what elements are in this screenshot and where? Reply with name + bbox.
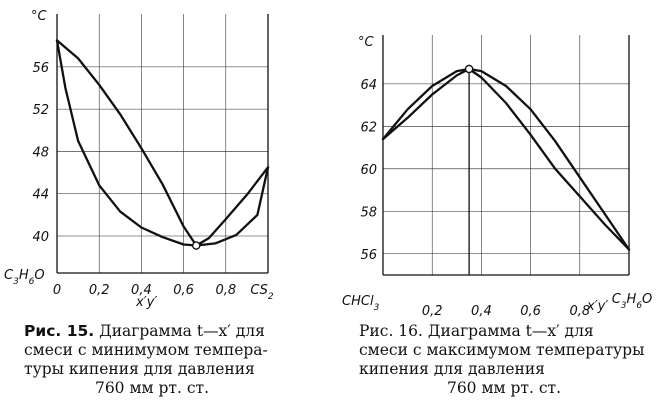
c16-x-tick-label-1: 0,4 [471, 304, 492, 319]
c16-azeotrope-point [464, 64, 474, 74]
c16-y-tick-label-1: 58 [360, 205, 377, 220]
c16-x-tick-label-0: 0,2 [422, 304, 443, 319]
c16-x-tick-label-2: 0,6 [520, 304, 541, 319]
c15-y-tick-label-2: 48 [32, 145, 49, 160]
c16-y-tick-label-2: 60 [360, 163, 377, 178]
c15-y-tick-label-1: 44 [32, 188, 49, 203]
caption-16-label: Рис. 16. [359, 322, 423, 340]
c15-curve-liquid [55, 39, 270, 247]
caption-15-line-2: смеси с минимумом темпера- [24, 341, 268, 359]
c16-right-component-label: C3H6O [612, 292, 653, 311]
c15-xy-symbols: x′y′ [135, 295, 157, 310]
c15-curve-vapor [55, 39, 270, 247]
c15-left-component-label: C3H6O [4, 268, 45, 287]
c15-x-tick-label-0: 0 [53, 283, 61, 298]
c16-x-tick-label-3: 0,8 [569, 304, 590, 319]
c15-right-component-label: CS2 [250, 283, 274, 302]
c16-xy-symbols: x′y′ [586, 299, 608, 314]
c15-x-tick-label-4: 0,8 [215, 283, 236, 298]
caption-15-line-3: туры кипения для давления [24, 360, 255, 378]
c15-y-tick-label-3: 52 [32, 103, 49, 118]
caption-figure-16: Рис. 16. Диаграмма t—x′ для смеси с макс… [359, 322, 649, 398]
chart-16-maximum-boiling-point: 56 58 60 62 64 0,2 0,4 0,6 0,8 °C CHCl3 C3H6O x′y′ [342, 35, 652, 319]
caption-16-line-1: Диаграмма t—x′ для [427, 322, 594, 340]
c16-y-tick-label-3: 62 [360, 120, 377, 135]
caption-16-line-3: кипения для давления [359, 360, 545, 378]
c15-y-tick-label-4: 56 [32, 61, 49, 76]
caption-figure-15: Рис. 15. Диаграмма t—x′ для смеси с мини… [24, 322, 280, 398]
c15-x-tick-label-1: 0,2 [89, 283, 110, 298]
c16-curve-liquid [381, 67, 631, 251]
c16-y-tick-label-0: 56 [360, 248, 377, 263]
c16-y-tick-label-4: 64 [360, 78, 377, 93]
caption-15-line-1: Диаграмма t—x′ для [99, 322, 265, 340]
c16-curve-vapor [381, 67, 631, 251]
c15-x-tick-label-2: 0,4 [131, 283, 152, 298]
c15-y-tick-label-0: 40 [32, 230, 49, 245]
chart-15-minimum-boiling-point: 40 44 48 52 56 0 0,2 0,4 0,6 0,8 °C C3H6O CS2 x′y′ [4, 9, 274, 310]
caption-15-label: Рис. 15. [24, 322, 95, 340]
c16-left-component-label: CHCl3 [342, 294, 380, 313]
c15-unit-label: °C [31, 9, 48, 24]
c15-azeotrope-point [191, 241, 201, 250]
caption-16-line-4: 760 мм рт. ст. [446, 379, 562, 397]
caption-16-line-2: смеси с максимумом температуры [359, 341, 645, 359]
caption-15-line-4: 760 мм рт. ст. [94, 379, 210, 397]
c15-x-tick-label-3: 0,6 [173, 283, 194, 298]
c16-unit-label: °C [358, 35, 375, 50]
